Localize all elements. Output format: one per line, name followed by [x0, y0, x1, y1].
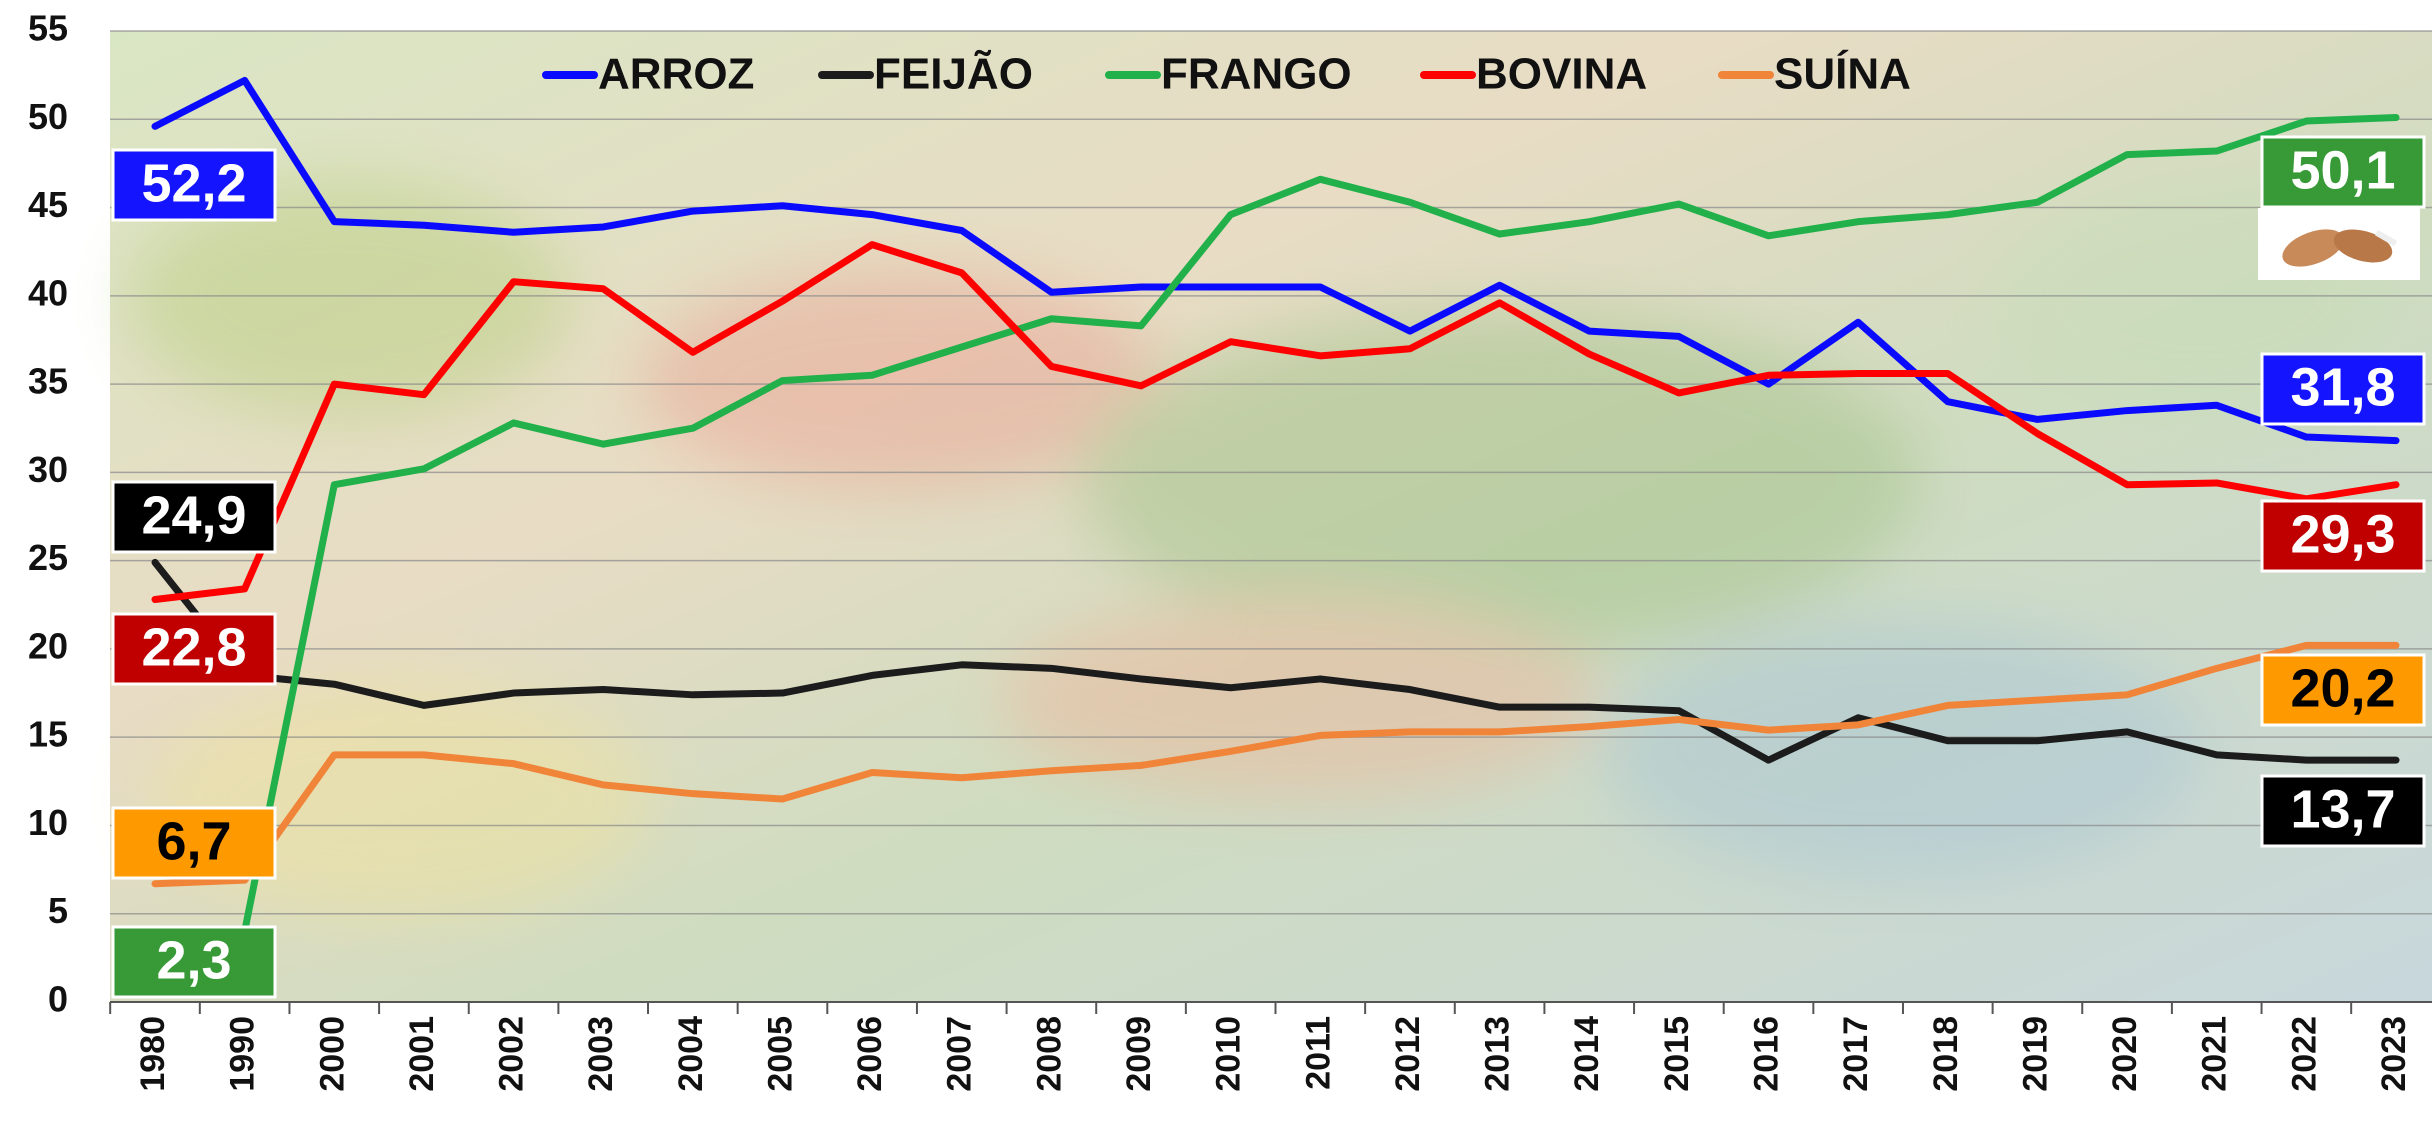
x-tick-label: 2022: [2285, 1016, 2323, 1092]
value-label: 29,3: [2290, 504, 2395, 564]
x-tick-label: 2014: [1568, 1016, 1606, 1092]
y-tick-label: 20: [28, 625, 68, 666]
x-tick-label: 2004: [672, 1016, 710, 1092]
x-tick-label: 1980: [134, 1016, 172, 1092]
x-tick-label: 2003: [582, 1016, 620, 1092]
x-tick-label: 2005: [761, 1016, 799, 1092]
legend-label: SUÍNA: [1774, 49, 1911, 99]
x-tick-label: 2013: [1479, 1016, 1517, 1092]
legend-label: ARROZ: [598, 50, 754, 99]
y-tick-label: 35: [28, 361, 68, 402]
value-label: 6,7: [156, 811, 231, 871]
x-tick-label: 2002: [493, 1016, 531, 1092]
value-label: 31,8: [2290, 357, 2395, 417]
chart: 0 5 10 15 20 25 30 35 40 45 50 55 1980 1990 2000 2001 20…: [0, 0, 2432, 1124]
x-tick-label: 2017: [1837, 1016, 1875, 1092]
x-tick-label: 2010: [1210, 1016, 1248, 1092]
x-tick-label: 2011: [1299, 1016, 1337, 1090]
x-tick-label: 2023: [2375, 1016, 2413, 1092]
legend-label: FEIJÃO: [874, 49, 1033, 99]
x-tick-label: 2019: [2016, 1016, 2054, 1092]
y-tick-label: 30: [28, 449, 68, 490]
x-tick-label: 2000: [313, 1016, 351, 1092]
x-tick-label: 2018: [1927, 1016, 1965, 1092]
x-tick-label: 2012: [1389, 1016, 1427, 1092]
value-label: 24,9: [141, 485, 246, 545]
x-tick-label: 2001: [403, 1016, 441, 1092]
legend-label: BOVINA: [1476, 50, 1647, 99]
x-tick-label: 2009: [1120, 1016, 1158, 1092]
chicken-icon: [2258, 208, 2420, 280]
x-tick-label: 2020: [2106, 1016, 2144, 1092]
y-tick-label: 5: [48, 890, 68, 931]
y-tick-label: 55: [28, 8, 68, 49]
value-label: 50,1: [2290, 140, 2395, 200]
x-tick-label: 2015: [1658, 1016, 1696, 1092]
y-tick-label: 50: [28, 96, 68, 137]
y-tick-label: 45: [28, 184, 68, 225]
y-tick-label: 0: [48, 979, 68, 1020]
x-tick-label: 2006: [851, 1016, 889, 1092]
x-tick-label: 2007: [941, 1016, 979, 1092]
value-label: 22,8: [141, 617, 246, 677]
x-tick-label: 2021: [2196, 1016, 2234, 1092]
value-label: 2,3: [156, 930, 231, 990]
x-tick-label: 2008: [1030, 1016, 1068, 1092]
y-tick-label: 15: [28, 714, 68, 755]
x-tick-label: 2016: [1748, 1016, 1786, 1092]
y-tick-label: 40: [28, 272, 68, 313]
value-label: 13,7: [2290, 779, 2395, 839]
y-tick-label: 10: [28, 802, 68, 843]
y-tick-label: 25: [28, 537, 68, 578]
value-label: 20,2: [2290, 658, 2395, 718]
legend-label: FRANGO: [1161, 50, 1352, 99]
x-tick-label: 1990: [224, 1016, 262, 1092]
value-label: 52,2: [141, 153, 246, 213]
